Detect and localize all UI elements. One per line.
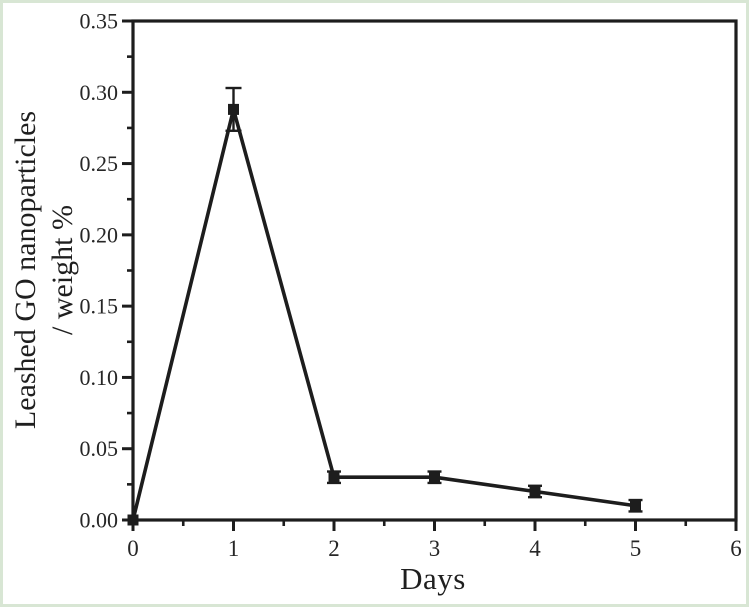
data-point-marker [228, 103, 239, 115]
y-tick-label: 0.35 [80, 9, 119, 34]
x-tick-label: 5 [630, 536, 642, 561]
y-axis-title-line1: Leashed GO nanoparticles [9, 110, 42, 430]
y-tick-label: 0.10 [80, 365, 119, 390]
x-tick-label: 3 [429, 536, 441, 561]
data-point-marker [429, 471, 440, 483]
data-point-marker [630, 500, 641, 512]
x-tick-label: 6 [730, 536, 742, 561]
x-tick-label: 2 [328, 536, 340, 561]
y-tick-label: 0.20 [80, 222, 119, 247]
x-axis-title: Days [400, 561, 466, 596]
y-tick-label: 0.05 [80, 436, 119, 461]
x-tick-label: 0 [127, 536, 139, 561]
x-tick-label: 4 [529, 536, 541, 561]
y-tick-label: 0.15 [80, 294, 119, 319]
data-point-marker [328, 471, 340, 483]
data-point-marker [529, 485, 541, 497]
y-tick-label: 0.00 [80, 508, 119, 533]
y-axis-title-line2: / weight % [46, 205, 79, 335]
x-tick-label: 1 [228, 536, 240, 561]
y-axis-title: Leashed GO nanoparticles / weight % [7, 111, 81, 429]
y-tick-label: 0.30 [80, 80, 119, 105]
plot-frame [131, 19, 738, 522]
data-series-line [131, 102, 636, 521]
y-tick-label: 0.25 [80, 151, 119, 176]
data-point-marker [127, 514, 139, 526]
line-chart-canvas: 0 1 2 3 4 5 6 0.00 0.05 0.10 0.15 0.20 0.25 0.30 0.35 [80, 9, 742, 562]
